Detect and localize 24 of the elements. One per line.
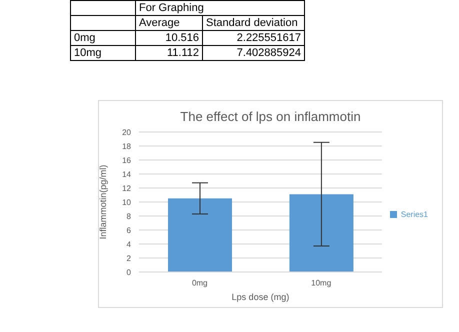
text: 2.225551617 — [202, 30, 304, 46]
text: 7.402885924 — [202, 46, 304, 60]
y-tick-label: 10 — [122, 198, 132, 207]
text: 11.112 — [136, 46, 202, 60]
text: Standard deviation — [202, 16, 304, 30]
legend-label: Series1 — [400, 210, 428, 218]
y-tick-label: 14 — [122, 170, 132, 179]
x-axis-title: Lps dose (mg) — [232, 292, 290, 302]
category-label: 10mg — [74, 47, 102, 59]
text: 10.516 — [136, 30, 202, 46]
y-tick-label: 16 — [122, 156, 132, 165]
y-tick-label: 2 — [126, 254, 132, 263]
y-tick-label: 18 — [122, 142, 132, 151]
category-label: 0mg — [74, 32, 96, 44]
chart-title: The effect of lps on inflammotin — [179, 109, 362, 124]
y-tick-label: 12 — [122, 184, 132, 193]
y-tick-label: 0 — [126, 268, 132, 277]
y-tick-label: 4 — [126, 240, 132, 249]
y-axis-title: Inflammotin(pg/ml) — [98, 164, 108, 240]
y-tick-label: 8 — [126, 212, 132, 221]
y-tick-label: 6 — [126, 226, 132, 235]
text: For Graphing — [136, 0, 304, 16]
y-tick-label: 20 — [122, 128, 132, 137]
text: Average — [136, 16, 202, 30]
